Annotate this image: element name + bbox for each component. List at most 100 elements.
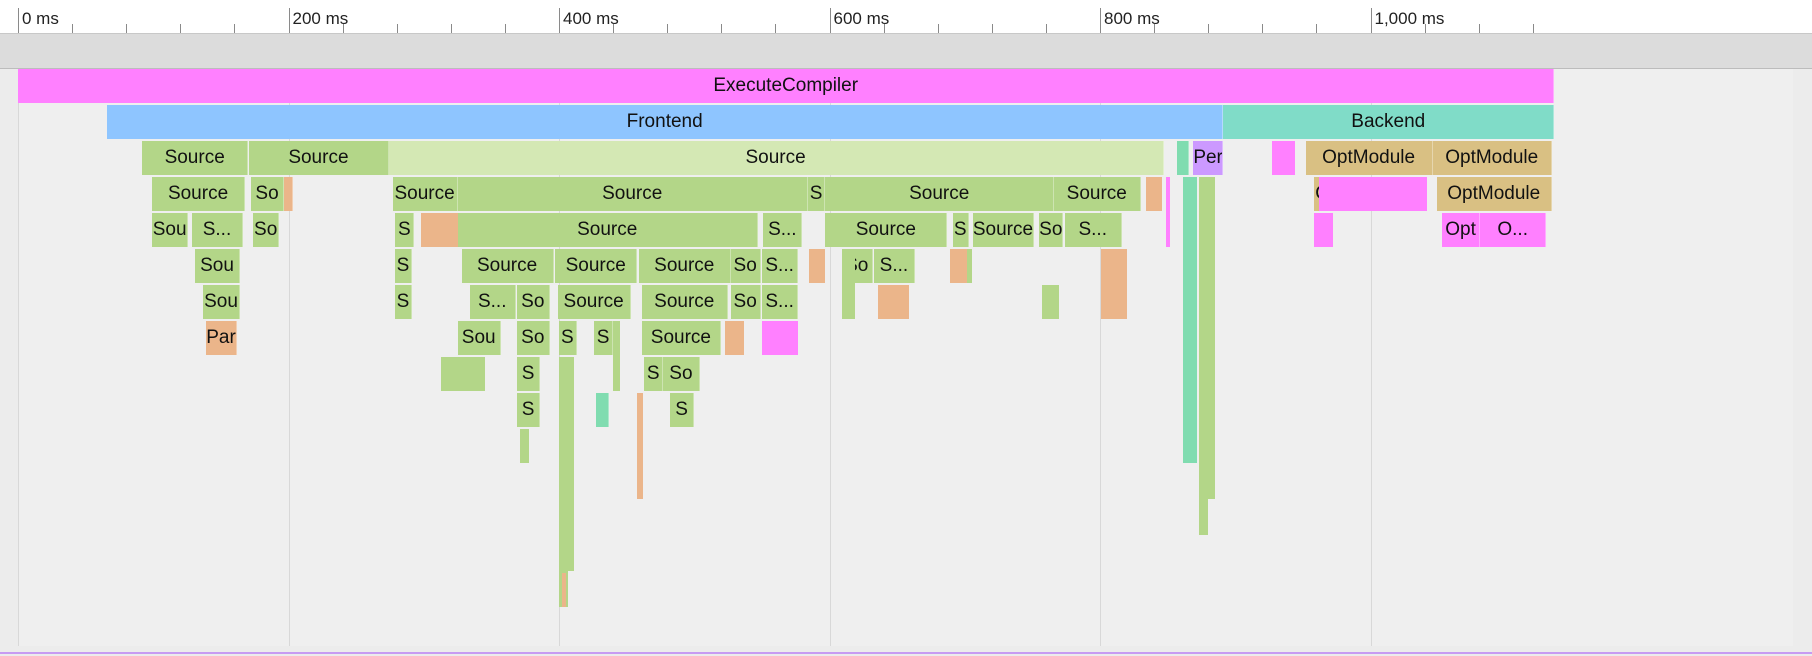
flame-block-source[interactable]: Source: [142, 141, 248, 175]
flame-block-so[interactable]: So: [730, 285, 761, 319]
flame-sliver[interactable]: [809, 249, 826, 283]
ruler-minor-tick: [1478, 24, 1480, 33]
flame-block-s[interactable]: S: [395, 249, 412, 283]
flame-block-s[interactable]: S: [807, 177, 826, 211]
flame-block-opt[interactable]: Opt: [1442, 213, 1481, 247]
flame-sliver[interactable]: [1319, 177, 1428, 211]
flame-block-source[interactable]: Source: [638, 249, 731, 283]
flame-block-s[interactable]: S: [395, 213, 415, 247]
flame-sliver[interactable]: [613, 321, 620, 391]
flame-sliver[interactable]: [519, 429, 530, 463]
ruler-minor-tick: [234, 24, 236, 33]
flame-block-s[interactable]: S: [517, 393, 541, 427]
flame-sliver[interactable]: [421, 213, 458, 247]
flame-sliver[interactable]: [1198, 177, 1209, 535]
flame-block-optmodule[interactable]: OptModule: [1436, 177, 1552, 211]
flame-block-source[interactable]: Source: [825, 213, 948, 247]
flame-sliver[interactable]: [637, 393, 643, 499]
flame-block-source[interactable]: Source: [249, 141, 389, 175]
flame-block-s[interactable]: S...: [874, 249, 915, 283]
flame-block-s[interactable]: S...: [192, 213, 243, 247]
flame-block-so[interactable]: So: [517, 285, 550, 319]
flame-block-s[interactable]: S: [644, 357, 664, 391]
ruler-minor-tick: [1045, 24, 1047, 33]
flame-block-source[interactable]: Source: [457, 213, 758, 247]
flame-block-source[interactable]: Source: [641, 285, 729, 319]
flame-block-s[interactable]: S: [669, 393, 695, 427]
flame-block-source[interactable]: Source: [392, 177, 458, 211]
flame-sliver[interactable]: [559, 357, 569, 607]
flame-block-s[interactable]: S: [517, 357, 541, 391]
flame-block-source[interactable]: Source: [1054, 177, 1141, 211]
flame-block-executecompiler[interactable]: ExecuteCompiler: [18, 69, 1555, 103]
flame-sliver[interactable]: [725, 321, 745, 355]
flame-block-sou[interactable]: Sou: [457, 321, 501, 355]
flame-block-source[interactable]: Source: [388, 141, 1164, 175]
flame-block-par[interactable]: Par: [205, 321, 238, 355]
flame-block-so[interactable]: So: [253, 213, 280, 247]
flame-sliver[interactable]: [1313, 213, 1333, 247]
flame-block-source[interactable]: Source: [151, 177, 246, 211]
ruler-minor-tick: [450, 24, 452, 33]
flame-block-per[interactable]: Per: [1193, 141, 1224, 175]
flame-sliver[interactable]: [1182, 177, 1198, 463]
flame-block-source[interactable]: Source: [641, 321, 722, 355]
ruler-tick-label: 1,000 ms: [1374, 9, 1445, 28]
flame-block-sou[interactable]: Sou: [151, 213, 189, 247]
flame-block-s[interactable]: S: [559, 321, 577, 355]
flame-block-sou[interactable]: Sou: [195, 249, 240, 283]
flame-block-frontend[interactable]: Frontend: [107, 105, 1224, 139]
flame-block-source[interactable]: Source: [461, 249, 554, 283]
flame-sliver[interactable]: [1145, 177, 1163, 211]
flame-block[interactable]: [595, 393, 610, 427]
flame-block-s[interactable]: S...: [761, 249, 799, 283]
flame-block-s[interactable]: S...: [469, 285, 516, 319]
flame-block-source[interactable]: Source: [972, 213, 1034, 247]
flame-block-backend[interactable]: Backend: [1223, 105, 1555, 139]
flame-block-so[interactable]: So: [517, 321, 550, 355]
flame-sliver[interactable]: [1101, 249, 1128, 319]
time-ruler: 0 ms 200 ms 400 ms 600 ms 800 ms 1,000 ms: [0, 0, 1812, 34]
flame-block-o[interactable]: O...: [1480, 213, 1547, 247]
flame-block-source[interactable]: Source: [825, 177, 1054, 211]
flame-block-source[interactable]: Source: [557, 285, 631, 319]
flame-sliver[interactable]: [878, 285, 910, 319]
ruler-major-tick: [1100, 8, 1101, 33]
flame-block-s[interactable]: S...: [761, 285, 799, 319]
flame-sliver[interactable]: [1208, 177, 1215, 499]
flame-sliver[interactable]: [441, 357, 485, 391]
flame-block-source[interactable]: Source: [554, 249, 638, 283]
flame-sliver[interactable]: [1166, 177, 1171, 247]
grid-line: [1370, 69, 1372, 646]
flame-block-optmodule[interactable]: OptModule: [1432, 141, 1552, 175]
flame-block[interactable]: [1177, 141, 1190, 175]
flame-block-s[interactable]: S: [594, 321, 614, 355]
ruler-minor-tick: [613, 24, 615, 33]
flame-block-s[interactable]: S: [395, 285, 412, 319]
flame-sliver[interactable]: [568, 357, 574, 571]
flame-block-optmodule[interactable]: OptModule: [1305, 141, 1433, 175]
ruler-tick-label: 400 ms: [563, 9, 619, 28]
flame-block-so[interactable]: So: [663, 357, 700, 391]
ruler-minor-tick: [1316, 24, 1318, 33]
flame-sliver[interactable]: [841, 249, 856, 319]
flame-sliver[interactable]: [1041, 285, 1060, 319]
flame-block[interactable]: [284, 177, 293, 211]
flame-sliver[interactable]: [1271, 141, 1295, 175]
flame-block-so[interactable]: So: [730, 249, 761, 283]
flame-block-s[interactable]: S...: [763, 213, 803, 247]
flame-block-s[interactable]: S: [952, 213, 969, 247]
flame-sliver[interactable]: [761, 321, 799, 355]
ruler-minor-tick: [883, 24, 885, 33]
flame-chart[interactable]: ExecuteCompiler Frontend Backend Source Sour…: [18, 69, 1793, 646]
flame-sliver[interactable]: [561, 573, 566, 607]
flame-block-so[interactable]: So: [250, 177, 285, 211]
flame-block-source[interactable]: Source: [457, 177, 808, 211]
flame-block-s[interactable]: S...: [1064, 213, 1122, 247]
ruler-minor-tick: [1208, 24, 1210, 33]
flame-block-sou[interactable]: Sou: [203, 285, 240, 319]
grid-line: [288, 69, 290, 646]
ruler-tick-label: 600 ms: [833, 9, 890, 28]
flame-sliver[interactable]: [949, 249, 968, 283]
flame-block-so[interactable]: So: [1039, 213, 1064, 247]
